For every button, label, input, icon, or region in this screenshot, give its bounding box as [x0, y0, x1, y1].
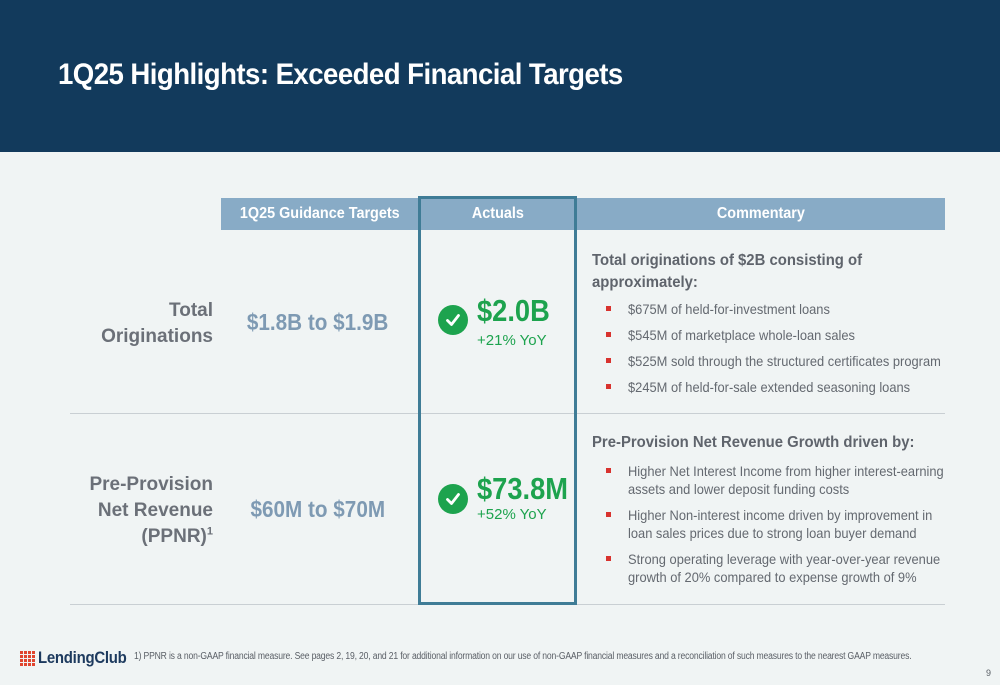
list-item-text: $545M of marketplace whole-loan sales	[628, 327, 855, 343]
list-item: Higher Net Interest Income from higher i…	[606, 462, 971, 498]
logo-wordmark: LendingClub	[38, 648, 127, 667]
checkmark-glyph	[446, 314, 460, 326]
footnote-marker: 1	[206, 525, 213, 538]
actual-yoy-ppnr: +52% YoY	[477, 506, 547, 523]
red-square-bullet	[606, 358, 611, 363]
list-item-line: Strong operating leverage with year-over…	[628, 551, 941, 567]
commentary-heading-originations: Total originations of $2B consisting of …	[592, 250, 862, 294]
checkmark-glyph	[446, 493, 460, 505]
red-square-bullet	[606, 306, 611, 311]
check-circle-icon	[438, 484, 468, 514]
list-item-line: Higher Non-interest income driven by imp…	[628, 507, 933, 523]
list-item-text: $675M of held-for-investment loans	[628, 301, 830, 317]
lendingclub-grid-logo-icon	[20, 650, 35, 666]
actual-value-ppnr: $73.8M	[477, 471, 568, 506]
lendingclub-logo: LendingClub	[20, 648, 139, 668]
commentary-list-ppnr: Higher Net Interest Income from higher i…	[606, 462, 971, 586]
row-label-line: Total	[169, 300, 213, 321]
guidance-target-value: $1.8B to $1.9B	[247, 309, 389, 335]
column-header-guidance-targets: 1Q25 Guidance Targets	[221, 198, 418, 230]
footnote: 1) PPNR is a non-GAAP financial measure.…	[134, 651, 912, 662]
title-banner: 1Q25 Highlights: Exceeded Financial Targ…	[0, 0, 1000, 152]
list-item: $675M of held-for-investment loans	[606, 300, 968, 318]
row-label-ppnr: Pre-Provision Net Revenue (PPNR)1	[89, 472, 213, 550]
guidance-target-ppnr: $60M to $70M	[220, 496, 416, 523]
actuals-highlight-box	[418, 196, 577, 605]
page-number: 9	[986, 668, 992, 678]
guidance-target-value: $60M to $70M	[250, 496, 386, 522]
check-circle-icon	[438, 305, 468, 335]
row-label-line: Originations	[101, 326, 213, 347]
commentary-heading-line: Total originations of $2B consisting of	[592, 252, 863, 269]
list-item: $545M of marketplace whole-loan sales	[606, 326, 968, 344]
column-header-guidance-targets-label: 1Q25 Guidance Targets	[239, 205, 400, 222]
list-item: Higher Non-interest income driven by imp…	[606, 506, 971, 542]
row-label-line: Net Revenue	[97, 500, 213, 521]
list-item-line: assets and lower deposit funding costs	[628, 481, 850, 497]
list-item-text: $525M sold through the structured certif…	[628, 353, 941, 369]
red-square-bullet	[606, 384, 611, 389]
commentary-heading-ppnr: Pre-Provision Net Revenue Growth driven …	[592, 432, 914, 454]
list-item-line: loan sales prices due to strong loan buy…	[628, 525, 917, 541]
list-item-text: $245M of held-for-sale extended seasonin…	[628, 379, 911, 395]
red-square-bullet	[606, 556, 611, 561]
list-item-text: Strong operating leverage with year-over…	[628, 550, 940, 586]
list-item: Strong operating leverage with year-over…	[606, 550, 971, 586]
row-label-total-originations: Total Originations	[101, 298, 213, 350]
row-divider	[70, 413, 945, 414]
row-label-line: (PPNR)1	[89, 524, 213, 550]
row-label-text: (PPNR)	[141, 526, 207, 547]
list-item: $525M sold through the structured certif…	[606, 352, 968, 370]
guidance-target-originations: $1.8B to $1.9B	[220, 309, 416, 336]
red-square-bullet	[606, 468, 611, 473]
list-item-text: Higher Non-interest income driven by imp…	[628, 506, 932, 542]
column-header-commentary: Commentary	[577, 198, 945, 230]
commentary-list-originations: $675M of held-for-investment loans $545M…	[606, 300, 968, 396]
list-item-text: Higher Net Interest Income from higher i…	[628, 462, 944, 498]
page-title: 1Q25 Highlights: Exceeded Financial Targ…	[58, 58, 623, 91]
list-item: $245M of held-for-sale extended seasonin…	[606, 378, 968, 396]
column-header-actuals-label: Actuals	[471, 205, 524, 222]
red-square-bullet	[606, 512, 611, 517]
list-item-line: Higher Net Interest Income from higher i…	[628, 463, 944, 479]
column-header-commentary-label: Commentary	[716, 205, 806, 222]
commentary-heading-line: Pre-Provision Net Revenue Growth driven …	[592, 434, 915, 451]
commentary-heading-line: approximately:	[592, 274, 698, 291]
actual-value-originations: $2.0B	[477, 293, 550, 328]
row-label-line: Pre-Provision	[89, 474, 213, 495]
red-square-bullet	[606, 332, 611, 337]
actual-yoy-originations: +21% YoY	[477, 332, 547, 349]
list-item-line: growth of 20% compared to expense growth…	[628, 569, 917, 585]
column-header-actuals: Actuals	[421, 198, 574, 230]
